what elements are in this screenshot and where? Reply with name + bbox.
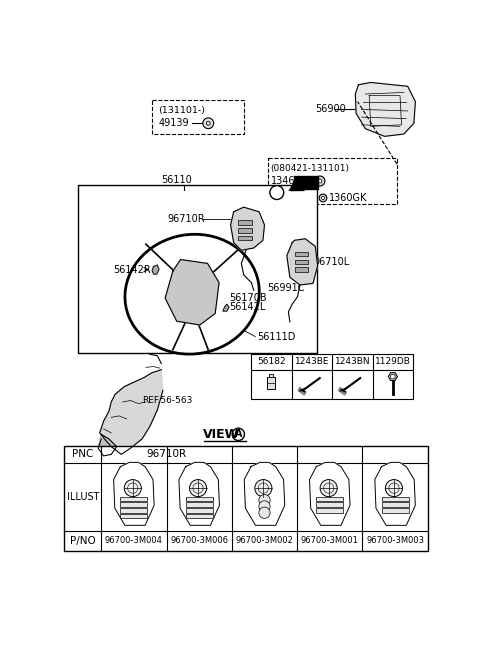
Circle shape	[315, 176, 325, 186]
Bar	[120, 508, 147, 513]
Bar	[186, 508, 213, 513]
Circle shape	[270, 185, 284, 200]
Polygon shape	[298, 387, 306, 395]
Bar	[267, 377, 275, 389]
Circle shape	[320, 479, 337, 496]
Circle shape	[322, 196, 324, 200]
Circle shape	[259, 507, 270, 518]
Bar	[316, 508, 343, 513]
Bar	[252, 354, 413, 399]
Circle shape	[255, 479, 272, 496]
Bar	[295, 259, 308, 264]
Polygon shape	[100, 369, 163, 455]
Circle shape	[318, 179, 322, 183]
Polygon shape	[98, 434, 117, 456]
Polygon shape	[388, 373, 397, 381]
Text: 96700-3M006: 96700-3M006	[170, 536, 228, 545]
Text: 96710L: 96710L	[314, 257, 350, 267]
Bar	[238, 236, 252, 240]
Text: 1346TD: 1346TD	[271, 176, 309, 186]
Bar	[186, 502, 213, 507]
Circle shape	[259, 501, 270, 512]
Polygon shape	[310, 462, 350, 525]
Bar	[186, 496, 213, 501]
Text: 96700-3M002: 96700-3M002	[236, 536, 293, 545]
Bar	[78, 185, 317, 353]
Text: 56110: 56110	[161, 176, 192, 185]
Polygon shape	[287, 239, 318, 285]
Circle shape	[203, 118, 214, 128]
Text: 1360GK: 1360GK	[329, 193, 368, 203]
Polygon shape	[165, 259, 219, 325]
Bar	[152, 100, 244, 134]
Bar	[267, 158, 397, 204]
Polygon shape	[230, 207, 264, 250]
Polygon shape	[355, 83, 415, 136]
Bar	[295, 267, 308, 272]
Text: 56170B: 56170B	[229, 293, 267, 303]
Text: 96700-3M003: 96700-3M003	[366, 536, 424, 545]
Bar	[382, 508, 408, 513]
Bar	[120, 496, 147, 501]
Bar	[382, 502, 408, 507]
Circle shape	[259, 495, 270, 506]
Text: 1243BE: 1243BE	[295, 358, 329, 366]
Polygon shape	[152, 265, 159, 274]
Text: 56142L: 56142L	[229, 303, 265, 312]
Text: REF.56-563: REF.56-563	[142, 396, 192, 405]
Text: A: A	[273, 187, 280, 198]
Polygon shape	[223, 304, 229, 311]
Circle shape	[385, 479, 403, 496]
Text: 96700-3M001: 96700-3M001	[301, 536, 359, 545]
Bar	[316, 496, 343, 501]
Text: ILLUST: ILLUST	[67, 492, 99, 502]
Bar	[238, 220, 252, 225]
Text: 56900: 56900	[315, 104, 346, 115]
Bar	[268, 373, 273, 377]
Bar	[295, 252, 308, 257]
Bar	[316, 502, 343, 507]
Text: 56182: 56182	[257, 358, 286, 366]
Bar	[120, 514, 147, 519]
Text: 96710R: 96710R	[146, 449, 187, 459]
Bar	[186, 514, 213, 519]
Circle shape	[391, 374, 395, 379]
Polygon shape	[114, 462, 154, 525]
Text: 49139: 49139	[158, 119, 189, 128]
Text: 1129DB: 1129DB	[375, 358, 411, 366]
Circle shape	[319, 194, 327, 202]
Polygon shape	[338, 387, 346, 395]
Text: (131101-): (131101-)	[158, 107, 205, 115]
Bar	[64, 446, 428, 551]
Text: VIEW: VIEW	[203, 428, 240, 441]
Ellipse shape	[125, 234, 259, 354]
Text: 96710R: 96710R	[168, 214, 205, 224]
Polygon shape	[244, 462, 285, 525]
Text: 1243BN: 1243BN	[335, 358, 370, 366]
Circle shape	[190, 479, 206, 496]
Text: PNC: PNC	[72, 449, 94, 459]
Text: 96700-3M004: 96700-3M004	[105, 536, 163, 545]
Bar	[382, 496, 408, 501]
Polygon shape	[375, 462, 415, 525]
Text: A: A	[235, 429, 242, 440]
Bar	[120, 502, 147, 507]
Circle shape	[206, 121, 210, 125]
Bar	[238, 228, 252, 233]
Polygon shape	[294, 176, 318, 189]
Circle shape	[232, 428, 244, 441]
Text: 56991C: 56991C	[267, 283, 305, 293]
Circle shape	[124, 479, 141, 496]
Text: 56111D: 56111D	[258, 331, 296, 341]
Polygon shape	[179, 462, 219, 525]
Text: (080421-131101): (080421-131101)	[271, 164, 349, 173]
Text: P/NO: P/NO	[70, 536, 96, 546]
Text: 56142R: 56142R	[114, 265, 151, 274]
